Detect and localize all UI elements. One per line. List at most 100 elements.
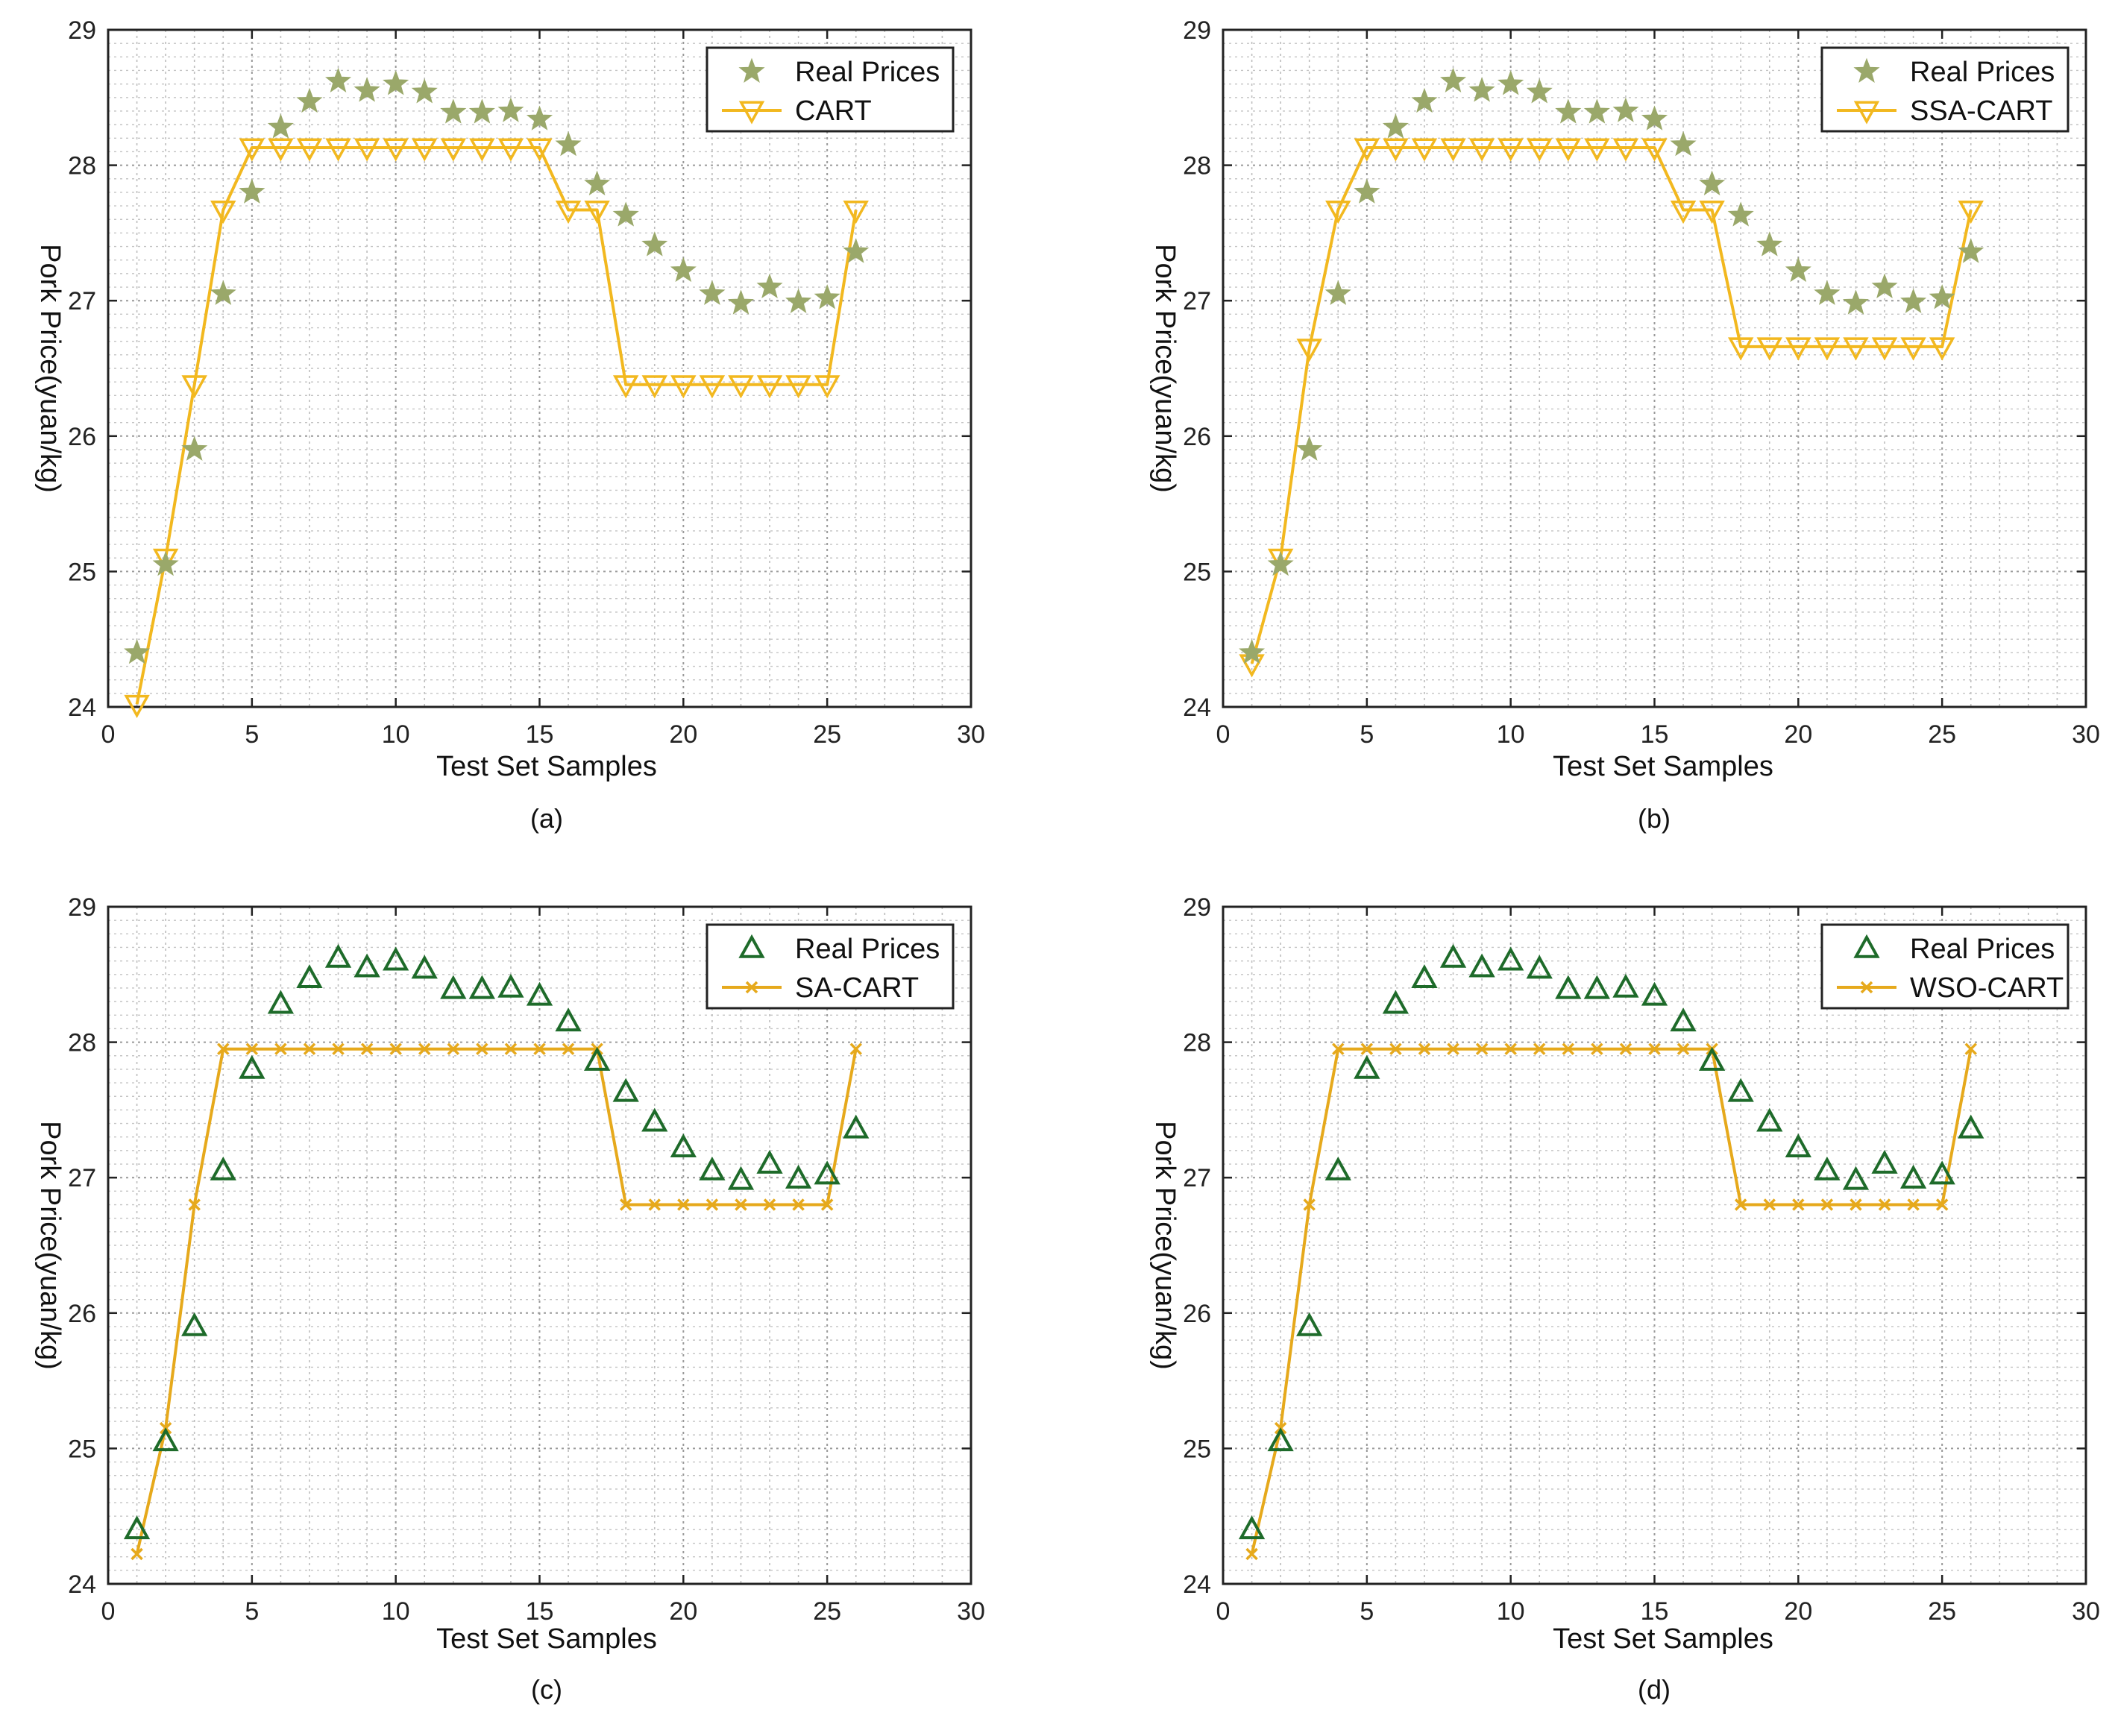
x-stroke — [1475, 1042, 1489, 1055]
prediction-point — [1303, 1198, 1316, 1211]
x-tick-label: 0 — [1216, 720, 1231, 749]
real-price-point — [1756, 1107, 1783, 1132]
legend-pred-marker — [1860, 981, 1873, 994]
legend-real-marker — [1853, 57, 1880, 83]
legend-label-real: Real Prices — [1910, 934, 2055, 965]
x-stroke — [1591, 1042, 1603, 1055]
prediction-point — [239, 138, 265, 162]
x-tick-label: 15 — [526, 720, 554, 749]
prediction-point — [677, 1198, 690, 1211]
x-tick-label: 20 — [669, 1597, 697, 1626]
prediction-point — [814, 375, 840, 399]
prediction-point — [699, 375, 726, 399]
x-stroke — [849, 1042, 862, 1055]
prediction-markers — [1239, 138, 1984, 678]
prediction-point — [1527, 138, 1553, 162]
real-price-point — [1670, 130, 1697, 157]
real-price-point — [1324, 1156, 1351, 1180]
real-price-point — [1468, 953, 1495, 978]
prediction-point — [1785, 337, 1811, 361]
prediction-point — [1958, 200, 1984, 224]
real-price-point — [353, 77, 380, 102]
real-price-point — [814, 1160, 840, 1185]
real-price-point — [1958, 1114, 1984, 1139]
prediction-point — [735, 1198, 747, 1211]
x-stroke — [705, 1198, 719, 1211]
real-price-point — [124, 638, 151, 664]
y-axis-label: Pork Price(yuan/kg) — [34, 1121, 66, 1370]
x-stroke — [792, 1198, 805, 1211]
x-tick-label: 0 — [101, 720, 116, 749]
chart-panel-c: 0 5 10 15 20 25 30 24 25 26 27 28 29 Test Set Samples… — [34, 893, 985, 1705]
real-price-point — [1354, 1054, 1380, 1079]
x-stroke — [1850, 1198, 1862, 1211]
panel-caption: (a) — [530, 803, 563, 834]
real-price-point — [440, 975, 467, 999]
prediction-point — [1533, 1042, 1546, 1055]
x-stroke — [820, 1198, 834, 1211]
legend-box — [1820, 923, 2070, 1010]
real-price-point — [1871, 1149, 1898, 1174]
real-price-point — [296, 87, 323, 113]
x-tick-label: 30 — [2072, 1597, 2100, 1626]
x-stroke — [1332, 1042, 1345, 1055]
x-stroke — [389, 1042, 402, 1055]
prediction-point — [1820, 1198, 1834, 1211]
prediction-point — [1641, 138, 1668, 162]
prediction-point — [1929, 337, 1955, 361]
prediction-point — [268, 138, 294, 162]
real-price-point — [1814, 1156, 1841, 1180]
prediction-point — [584, 200, 610, 224]
legend-real-marker — [1853, 934, 1880, 958]
real-price-point — [583, 1046, 611, 1071]
prediction-point — [843, 200, 869, 224]
real-price-point — [181, 1312, 208, 1336]
prediction-point — [1418, 1042, 1431, 1055]
x-stroke — [763, 1198, 776, 1211]
real-price-point — [152, 1427, 179, 1452]
prediction-point — [1670, 200, 1697, 224]
prediction-point — [152, 548, 179, 572]
x-stroke — [1792, 1198, 1805, 1211]
x-stroke — [418, 1042, 431, 1055]
x-stroke — [1676, 1042, 1690, 1055]
prediction-point — [360, 1042, 374, 1055]
prediction-point — [303, 1042, 316, 1055]
prediction-point — [533, 1042, 546, 1055]
x-stroke — [1447, 1042, 1459, 1055]
legend-box — [705, 923, 955, 1010]
x-stroke — [1648, 1042, 1661, 1055]
x-stroke — [533, 1042, 546, 1055]
y-tick-label: 28 — [1183, 1029, 1211, 1057]
y-tick-label: 27 — [68, 1164, 96, 1192]
x-tick-label: 20 — [1784, 1597, 1812, 1626]
prediction-point — [728, 375, 754, 399]
y-tick-label: 26 — [68, 423, 96, 451]
real-price-point — [1468, 77, 1495, 102]
prediction-point — [296, 138, 323, 162]
legend-label-real: Real Prices — [1910, 57, 2055, 88]
real-price-point — [239, 1054, 265, 1079]
legend-label-pred: CART — [795, 95, 872, 127]
prediction-point — [418, 1042, 431, 1055]
real-price-point — [1411, 87, 1438, 113]
real-price-point — [1296, 435, 1323, 461]
real-price-point — [267, 990, 295, 1014]
x-stroke — [1619, 1042, 1632, 1055]
real-price-point — [1382, 113, 1409, 139]
real-price-point — [843, 238, 870, 263]
legend-pred-marker — [745, 981, 758, 994]
prediction-point — [217, 1042, 230, 1055]
real-price-point — [1555, 98, 1582, 124]
prediction-markers — [124, 138, 869, 718]
y-tick-label: 24 — [1183, 694, 1211, 722]
x-tick-label: 5 — [1360, 720, 1374, 749]
real-price-point — [1498, 946, 1524, 971]
prediction-point — [820, 1198, 834, 1211]
x-axis-label: Test Set Samples — [1553, 1623, 1773, 1655]
real-price-point — [670, 257, 697, 283]
real-price-point — [1814, 280, 1841, 306]
real-price-point — [1555, 975, 1582, 999]
legend-label-pred: WSO-CART — [1910, 972, 2064, 1004]
x-stroke — [619, 1198, 632, 1211]
